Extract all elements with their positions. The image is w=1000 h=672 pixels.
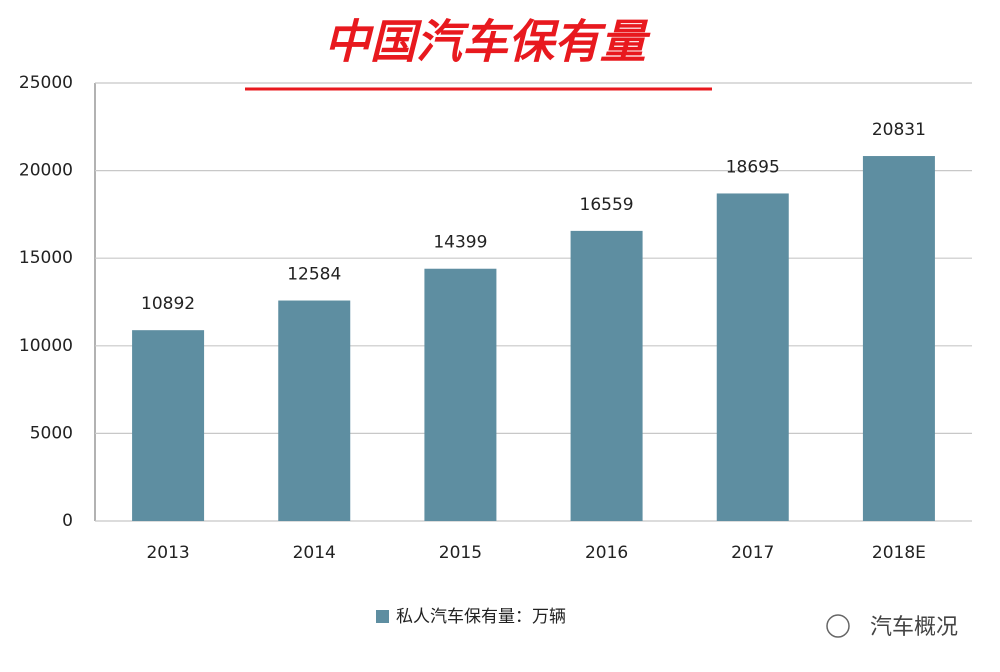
legend-swatch: [376, 610, 389, 623]
data-label: 10892: [141, 294, 195, 314]
x-tick-label: 2013: [146, 543, 189, 563]
bar: [132, 330, 205, 521]
y-tick-label: 0: [62, 511, 73, 531]
y-tick-label: 10000: [19, 336, 73, 356]
data-label: 20831: [872, 120, 926, 140]
data-label: 14399: [433, 233, 487, 253]
y-tick-label: 20000: [19, 161, 73, 181]
bar: [862, 156, 935, 521]
bar: [424, 268, 497, 521]
data-label: 18695: [726, 157, 780, 177]
x-tick-label: 2014: [293, 543, 336, 563]
y-tick-label: 25000: [19, 73, 73, 93]
x-tick-label: 2018E: [872, 543, 926, 563]
bar: [278, 300, 351, 521]
watermark-icon: [826, 614, 850, 638]
y-tick-label: 15000: [19, 248, 73, 268]
x-tick-label: 2016: [585, 543, 628, 563]
chart-title: 中国汽车保有量: [324, 15, 651, 69]
x-tick-label: 2017: [731, 543, 774, 563]
bar: [716, 193, 789, 521]
watermark: 汽车概况: [826, 614, 958, 640]
data-label: 16559: [580, 195, 634, 215]
x-tick-label: 2015: [439, 543, 482, 563]
watermark-text: 汽车概况: [870, 615, 958, 640]
legend-label: 私人汽车保有量：万辆: [396, 607, 566, 627]
data-label: 12584: [287, 265, 341, 285]
bar: [570, 230, 643, 521]
y-tick-label: 5000: [30, 423, 73, 443]
